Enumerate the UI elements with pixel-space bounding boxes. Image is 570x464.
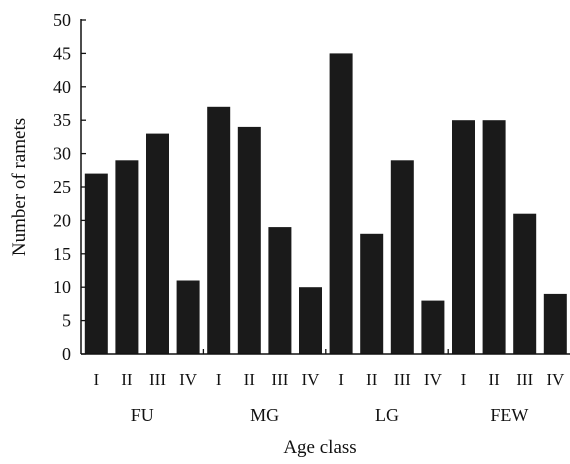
category-label: III xyxy=(516,370,533,389)
group-label-few: FEW xyxy=(490,405,528,425)
bar-few-3 xyxy=(513,213,537,354)
category-label: II xyxy=(488,370,500,389)
y-tick-label: 30 xyxy=(53,144,71,164)
category-label: I xyxy=(93,370,99,389)
group-label-mg: MG xyxy=(250,405,279,425)
bar-fu-1 xyxy=(84,173,108,354)
y-axis-title: Number of ramets xyxy=(9,118,30,256)
category-label: II xyxy=(244,370,256,389)
bar-few-1 xyxy=(452,120,475,354)
bar-mg-3 xyxy=(268,227,292,354)
category-label: III xyxy=(394,370,411,389)
bar-mg-2 xyxy=(237,126,261,355)
y-tick-label: 5 xyxy=(62,311,71,331)
axes-layer xyxy=(80,19,570,355)
bars-layer xyxy=(84,53,567,355)
y-tick-label: 15 xyxy=(53,244,71,264)
bar-mg-1 xyxy=(207,106,231,354)
category-label: IV xyxy=(546,370,565,389)
category-label: II xyxy=(121,370,133,389)
bar-fu-3 xyxy=(146,133,169,354)
bar-lg-2 xyxy=(360,233,384,354)
bar-lg-1 xyxy=(329,53,353,355)
y-tick-label: 10 xyxy=(53,277,71,297)
y-tick-label: 25 xyxy=(53,177,71,197)
y-tick-label: 20 xyxy=(53,210,71,230)
bar-lg-4 xyxy=(421,300,445,354)
bar-fu-4 xyxy=(176,280,200,354)
group-label-lg: LG xyxy=(375,405,399,425)
bar-lg-3 xyxy=(390,160,414,354)
category-label: IV xyxy=(424,370,443,389)
x-axis-title: Age class xyxy=(283,437,356,458)
y-tick-label: 40 xyxy=(53,77,71,97)
bar-few-4 xyxy=(543,293,567,354)
category-label: III xyxy=(149,370,166,389)
category-label: IV xyxy=(302,370,321,389)
category-label: II xyxy=(366,370,378,389)
y-tick-label: 0 xyxy=(62,344,71,364)
bar-fu-2 xyxy=(115,160,139,354)
category-label: I xyxy=(338,370,344,389)
group-label-fu: FU xyxy=(131,405,154,425)
bar-mg-4 xyxy=(299,287,322,354)
bar-few-2 xyxy=(482,120,506,354)
category-label: I xyxy=(461,370,467,389)
category-label: I xyxy=(216,370,222,389)
y-tick-label: 45 xyxy=(53,43,71,63)
category-label: III xyxy=(271,370,288,389)
y-tick-label: 50 xyxy=(53,10,71,30)
y-tick-label: 35 xyxy=(53,110,71,130)
category-label: IV xyxy=(179,370,198,389)
